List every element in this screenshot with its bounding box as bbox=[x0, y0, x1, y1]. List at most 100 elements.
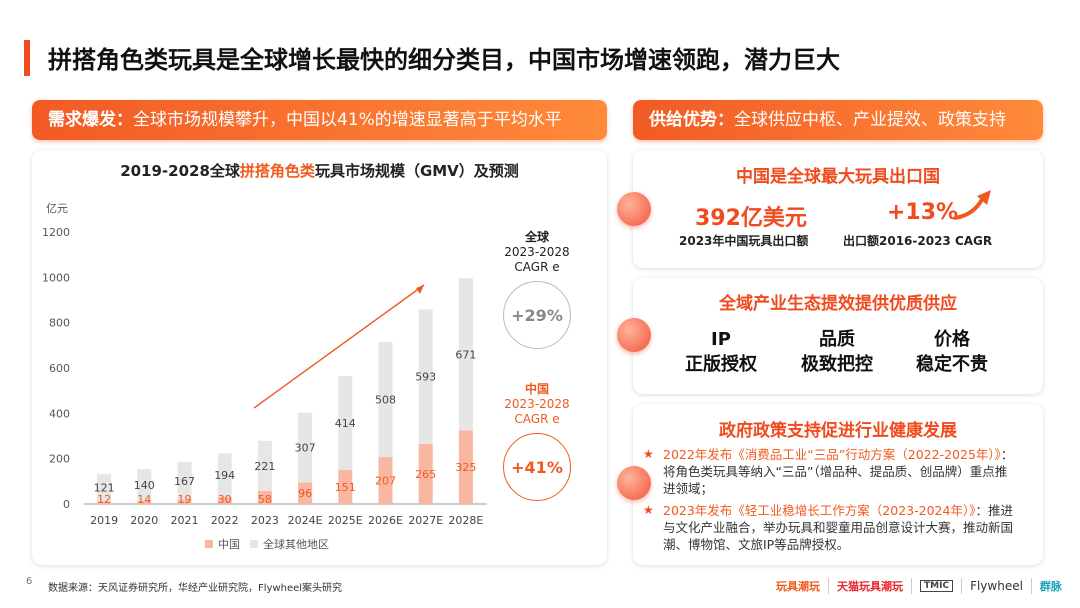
logo-divider bbox=[828, 578, 829, 594]
bar-rest-of-world bbox=[217, 453, 232, 498]
export-value-label: 2023年中国玩具出口额 bbox=[679, 234, 809, 248]
policy-item-2-text: ：推进与文化产业融合，举办玩具和婴童用品创意设计大赛，推动新国潮、博物馆、文旅I… bbox=[663, 503, 1014, 552]
bar-rest-of-world bbox=[177, 461, 192, 500]
global-cagr-title: 全球 bbox=[524, 230, 549, 244]
data-label-rest: 593 bbox=[415, 371, 436, 384]
bar-china bbox=[257, 490, 272, 504]
x-tick-label: 2026E bbox=[368, 514, 403, 527]
supply-banner-lead: 供给优势： bbox=[649, 110, 734, 130]
x-tick-label: 2020 bbox=[130, 514, 158, 527]
y-tick-label: 0 bbox=[63, 498, 70, 511]
bullet-dot-icon bbox=[617, 466, 651, 500]
logo-qunmai: 群脉 bbox=[1039, 580, 1062, 593]
data-label-china: 325 bbox=[455, 461, 476, 474]
supply-card: 全域产业生态提效提供优质供应 IP 正版授权 品质 极致把控 价格 稳定不贵 bbox=[617, 278, 1043, 394]
data-label-china: 30 bbox=[218, 493, 232, 506]
bar-china bbox=[418, 443, 433, 504]
star-icon: ★ bbox=[643, 503, 654, 517]
data-label-china: 151 bbox=[335, 481, 356, 494]
supply-col-price: 价格 稳定不贵 bbox=[897, 327, 1007, 377]
export-cagr-label: 出口额2016-2023 CAGR bbox=[843, 234, 993, 248]
legend-label-rest: 全球其他地区 bbox=[263, 537, 329, 551]
source-note: 数据来源：天风证券研究所，华经产业研究院，Flywheel案头研究 bbox=[48, 583, 343, 594]
x-tick-label: 2028E bbox=[448, 514, 483, 527]
x-tick-label: 2019 bbox=[90, 514, 118, 527]
y-axis-unit: 亿元 bbox=[46, 202, 68, 215]
bar-rest-of-world bbox=[137, 469, 152, 501]
policy-item-1-title: 2022年发布《消费品工业“三品”行动方案（2022-2025年）》 bbox=[663, 447, 1001, 462]
x-tick-label: 2023 bbox=[251, 514, 279, 527]
data-label-rest: 121 bbox=[94, 482, 115, 495]
supply-col-quality-desc: 极致把控 bbox=[801, 354, 873, 375]
china-cagr-title: 中国 bbox=[524, 382, 549, 396]
data-label-china: 265 bbox=[415, 468, 436, 481]
chart-card: 2019-2028全球拼搭角色类玩具市场规模（GMV）及预测 亿元 0 200 400… bbox=[32, 150, 607, 565]
logo-tmic: TMIC bbox=[920, 580, 954, 592]
bar-rest-of-world bbox=[257, 440, 272, 491]
bar-rest-of-world bbox=[378, 341, 393, 458]
x-tick-label: 2027E bbox=[408, 514, 443, 527]
bar-rest-of-world bbox=[338, 375, 353, 470]
y-tick-label: 600 bbox=[49, 362, 70, 375]
bar-rest-of-world bbox=[298, 412, 313, 483]
page-title: 拼搭角色类玩具是全球增长最快的细分类目，中国市场增速领跑，潜力巨大 bbox=[48, 46, 840, 74]
supply-col-quality: 品质 极致把控 bbox=[782, 327, 892, 377]
x-tick-label: 2025E bbox=[328, 514, 363, 527]
global-cagr-period: 2023-2028 bbox=[504, 245, 570, 259]
supply-card-title: 全域产业生态提效提供优质供应 bbox=[719, 294, 957, 314]
data-label-china: 12 bbox=[97, 493, 111, 506]
data-label-rest: 140 bbox=[134, 479, 155, 492]
supply-col-ip-title: IP bbox=[711, 329, 731, 350]
y-tick-label: 1000 bbox=[42, 271, 70, 284]
bullet-dot-icon bbox=[617, 192, 651, 226]
policy-card: 政府政策支持促进行业健康发展 ★ 2022年发布《消费品工业“三品”行动方案（2… bbox=[617, 404, 1043, 565]
logo-divider bbox=[1030, 578, 1032, 594]
export-card-title: 中国是全球最大玩具出口国 bbox=[736, 167, 940, 187]
legend-swatch-rest bbox=[250, 540, 258, 548]
chart-title-post: 玩具市场规模（GMV）及预测 bbox=[314, 162, 519, 180]
china-cagr-label: 中国 2023-2028 CAGR e bbox=[492, 382, 582, 427]
china-cagr-period: 2023-2028 bbox=[504, 397, 570, 411]
data-label-china: 58 bbox=[258, 493, 272, 506]
supply-banner-text: 全球供应中枢、产业提效、政策支持 bbox=[734, 110, 1006, 130]
logo-tmall: 天猫玩具潮玩 bbox=[837, 580, 903, 593]
bullet-dot-icon bbox=[617, 318, 651, 352]
bar-rest-of-world bbox=[97, 473, 112, 502]
y-tick-label: 200 bbox=[49, 453, 70, 466]
data-label-rest: 414 bbox=[335, 417, 356, 430]
bar-china bbox=[298, 482, 313, 504]
bar-china bbox=[137, 500, 152, 504]
demand-banner-text: 全球市场规模攀升，中国以41%的增速显著高于平均水平 bbox=[133, 110, 562, 130]
supply-col-ip: IP 正版授权 bbox=[666, 327, 776, 377]
data-label-china: 207 bbox=[375, 475, 396, 488]
data-label-rest: 194 bbox=[214, 469, 235, 482]
bar-china bbox=[458, 430, 473, 504]
bar-china bbox=[217, 497, 232, 504]
export-value: 392亿美元 bbox=[695, 206, 807, 231]
logo-divider bbox=[911, 578, 912, 594]
data-label-rest: 508 bbox=[375, 394, 396, 407]
chart-title-pre: 2019-2028全球 bbox=[120, 162, 240, 180]
supply-col-price-desc: 稳定不贵 bbox=[916, 354, 988, 375]
star-icon: ★ bbox=[643, 447, 654, 461]
legend-swatch-china bbox=[205, 540, 213, 548]
data-label-china: 96 bbox=[298, 487, 312, 500]
export-card: 中国是全球最大玩具出口国 392亿美元 2023年中国玩具出口额 +13% 出口… bbox=[617, 150, 1043, 268]
page-number: 6 bbox=[26, 576, 33, 587]
bar-rest-of-world bbox=[418, 309, 433, 444]
bar-china bbox=[378, 457, 393, 504]
bar-china bbox=[97, 501, 112, 504]
logo-toys: 玩具潮玩 bbox=[776, 580, 820, 593]
policy-item-2: ★ 2023年发布《轻工业稳增长工作方案（2023-2024年）》：推进与文化产… bbox=[643, 502, 1018, 553]
x-tick-label: 2021 bbox=[171, 514, 199, 527]
bar-china bbox=[177, 499, 192, 504]
demand-banner-lead: 需求爆发： bbox=[48, 110, 133, 130]
policy-card-title: 政府政策支持促进行业健康发展 bbox=[719, 421, 957, 441]
data-label-china: 14 bbox=[137, 493, 151, 506]
growth-arrow-icon bbox=[953, 190, 991, 220]
policy-item-2-title: 2023年发布《轻工业稳增长工作方案（2023-2024年）》 bbox=[663, 503, 976, 518]
logo-flywheel: Flywheel bbox=[970, 579, 1023, 593]
supply-banner: 供给优势：全球供应中枢、产业提效、政策支持 bbox=[633, 100, 1043, 140]
data-label-rest: 167 bbox=[174, 475, 195, 488]
